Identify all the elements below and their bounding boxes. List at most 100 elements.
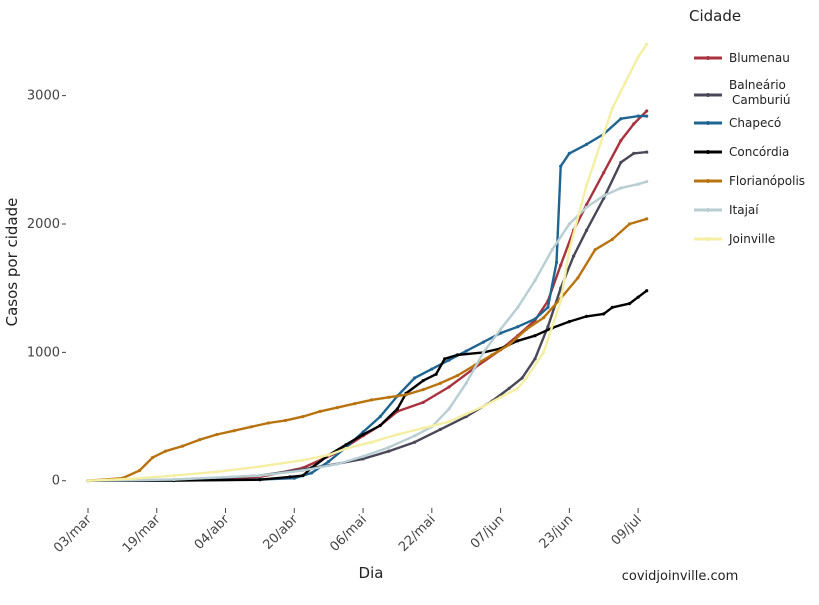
data-point-itajai [301, 468, 305, 473]
legend-item-itajai[interactable]: Itajaí [694, 203, 759, 217]
data-point-florianopolis [387, 395, 391, 399]
legend-label: Joinville [728, 232, 775, 246]
data-point-concordia [456, 353, 460, 357]
data-point-concordia [301, 474, 305, 478]
data-point-chapeco [327, 459, 331, 464]
legend-item-blumenau[interactable]: Blumenau [694, 51, 790, 65]
data-point-joinville [602, 132, 606, 136]
data-point-concordia [516, 339, 520, 343]
legend-item-joinville[interactable]: Joinville [694, 232, 775, 246]
data-point-itajai [481, 350, 485, 354]
data-point-florianopolis [215, 432, 219, 437]
data-point-concordia [584, 314, 589, 318]
data-point-blumenau [447, 385, 451, 389]
data-point-concordia [610, 305, 614, 309]
legend-label: Itajaí [729, 203, 759, 217]
data-point-florianopolis [576, 276, 580, 280]
data-point-concordia [395, 407, 399, 411]
data-point-florianopolis [593, 248, 597, 252]
data-point-joinville [481, 404, 485, 408]
legend-swatch-marker [706, 56, 710, 60]
series-joinville [86, 42, 649, 483]
data-point-florianopolis [284, 418, 288, 422]
legend-swatch-marker [706, 179, 710, 183]
data-point-blumenau [645, 109, 649, 113]
series-line-joinville [86, 43, 648, 482]
series-line-chapeco [86, 114, 648, 482]
data-point-chapeco [447, 358, 451, 362]
data-point-joinville [524, 376, 529, 380]
data-point-florianopolis [335, 406, 339, 410]
legend-item-concordia[interactable]: Concórdia [694, 145, 789, 159]
data-point-chapeco [533, 317, 537, 321]
data-point-balneario-camburiu [572, 254, 576, 258]
data-point-blumenau [602, 171, 606, 175]
data-point-florianopolis [490, 353, 494, 357]
data-point-florianopolis [249, 425, 253, 429]
legend-label: Concórdia [729, 145, 789, 159]
data-point-concordia [421, 379, 425, 383]
legend-swatch-marker [706, 150, 710, 154]
legend: Blumenau Balneário Camburiú Chapecó Concórdi… [694, 51, 805, 246]
x-tick-label: 23/jun [537, 512, 577, 552]
data-point-joinville [516, 386, 520, 390]
legend-swatch-marker [706, 121, 710, 125]
data-point-florianopolis [645, 217, 649, 221]
data-point-concordia [258, 478, 262, 482]
data-point-florianopolis [456, 373, 460, 378]
data-point-chapeco [378, 415, 382, 419]
series-line-itajai [86, 180, 648, 482]
data-point-itajai [636, 182, 640, 186]
y-axis: 0 1000 2000 3000 [27, 89, 66, 489]
legend-item-balneario-camburiu[interactable]: Balneário Camburiú [694, 78, 791, 107]
data-point-concordia [288, 475, 292, 479]
data-point-blumenau [421, 400, 425, 404]
y-axis-title: Casos por cidade [3, 198, 21, 327]
y-tick-label: 3000 [27, 89, 60, 104]
data-point-florianopolis [150, 456, 155, 460]
data-point-chapeco [309, 471, 314, 475]
data-point-joinville [344, 447, 348, 451]
data-point-florianopolis [627, 222, 632, 226]
data-point-joinville [370, 440, 374, 444]
data-point-chapeco [413, 376, 417, 380]
data-point-florianopolis [180, 444, 185, 448]
legend-item-chapeco[interactable]: Chapecó [694, 116, 781, 130]
data-point-concordia [645, 289, 649, 293]
data-point-itajai [258, 474, 262, 478]
data-point-florianopolis [163, 449, 167, 453]
x-axis: 03/mar 19/mar 04/abr 20/abr 06/mai 22/mai 07/j… [51, 508, 645, 556]
data-point-joinville [636, 55, 640, 59]
data-point-florianopolis [404, 393, 408, 397]
data-point-itajai [172, 477, 176, 482]
data-point-concordia [378, 423, 382, 428]
data-point-balneario-camburiu [546, 325, 550, 329]
data-point-florianopolis [507, 343, 511, 347]
data-point-joinville [499, 395, 503, 399]
data-point-itajai [645, 180, 649, 184]
data-point-florianopolis [318, 409, 322, 413]
data-point-blumenau [559, 263, 563, 267]
data-point-joinville [129, 477, 133, 481]
data-point-concordia [361, 432, 365, 437]
x-tick-label: 07/jun [468, 512, 508, 552]
series-chapeco [86, 114, 649, 483]
data-point-concordia [636, 295, 640, 299]
data-point-blumenau [619, 138, 623, 143]
data-point-joinville [610, 106, 614, 110]
data-point-joinville [623, 81, 627, 85]
data-point-balneario-camburiu [387, 449, 391, 453]
data-point-concordia [344, 443, 348, 447]
data-point-florianopolis [524, 327, 529, 331]
legend-item-florianopolis[interactable]: Florianópolis [694, 174, 805, 188]
x-tick-label: 04/abr [192, 512, 233, 553]
data-point-balneario-camburiu [533, 357, 537, 361]
data-point-concordia [434, 372, 438, 376]
data-point-chapeco [516, 325, 520, 329]
data-point-florianopolis [232, 429, 236, 433]
data-point-florianopolis [198, 438, 202, 442]
plot-area [86, 42, 649, 483]
data-point-balneario-camburiu [645, 150, 649, 154]
data-point-florianopolis [421, 388, 425, 392]
